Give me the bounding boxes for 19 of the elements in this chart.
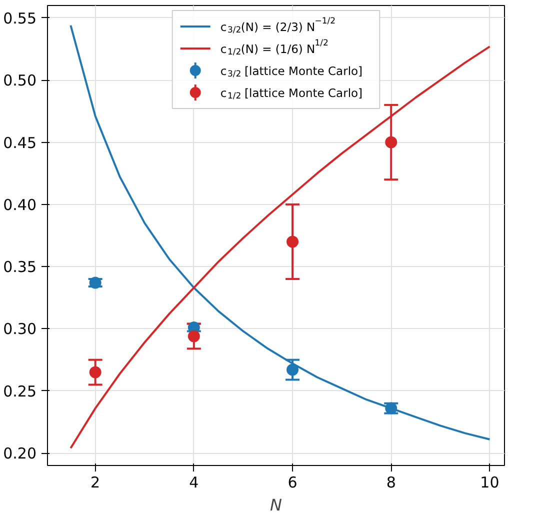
point	[385, 136, 398, 148]
x-tick-label: 4	[189, 474, 199, 492]
y-tick-label: 0.40	[3, 196, 37, 214]
y-tick-label: 0.50	[3, 72, 37, 90]
y-tick-label: 0.55	[3, 9, 37, 28]
point	[89, 366, 102, 378]
y-tick-label: 0.25	[3, 382, 37, 400]
y-tick-label: 0.20	[3, 444, 37, 463]
x-tick-label: 6	[288, 474, 298, 492]
x-tick-label: 10	[480, 474, 500, 492]
x-tick-label: 2	[90, 474, 100, 492]
point	[286, 364, 299, 376]
y-tick-label: 0.45	[3, 134, 37, 152]
x-tick-label: 8	[386, 474, 396, 492]
point	[188, 330, 200, 342]
point	[286, 236, 299, 248]
x-axis-title: N	[270, 496, 282, 514]
y-tick-label: 0.35	[3, 258, 37, 276]
y-tick-label: 0.30	[3, 320, 37, 338]
